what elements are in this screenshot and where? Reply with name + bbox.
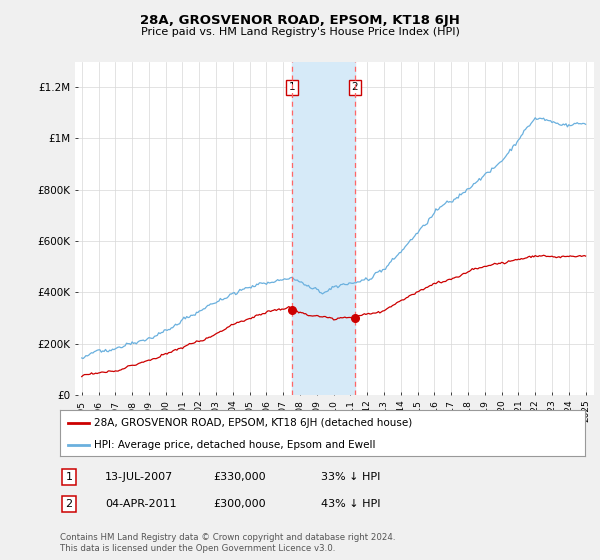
- Text: 1: 1: [65, 472, 73, 482]
- Text: HPI: Average price, detached house, Epsom and Ewell: HPI: Average price, detached house, Epso…: [94, 440, 376, 450]
- Text: £300,000: £300,000: [213, 499, 266, 509]
- Text: 2: 2: [352, 82, 358, 92]
- Text: Price paid vs. HM Land Registry's House Price Index (HPI): Price paid vs. HM Land Registry's House …: [140, 27, 460, 37]
- Text: 2: 2: [65, 499, 73, 509]
- Text: 04-APR-2011: 04-APR-2011: [105, 499, 176, 509]
- Text: 13-JUL-2007: 13-JUL-2007: [105, 472, 173, 482]
- Text: 1: 1: [289, 82, 296, 92]
- Text: 28A, GROSVENOR ROAD, EPSOM, KT18 6JH (detached house): 28A, GROSVENOR ROAD, EPSOM, KT18 6JH (de…: [94, 418, 412, 428]
- Text: £330,000: £330,000: [213, 472, 266, 482]
- Text: 43% ↓ HPI: 43% ↓ HPI: [321, 499, 380, 509]
- Text: 33% ↓ HPI: 33% ↓ HPI: [321, 472, 380, 482]
- Bar: [292, 62, 355, 395]
- Text: 28A, GROSVENOR ROAD, EPSOM, KT18 6JH: 28A, GROSVENOR ROAD, EPSOM, KT18 6JH: [140, 14, 460, 27]
- Text: Contains HM Land Registry data © Crown copyright and database right 2024.
This d: Contains HM Land Registry data © Crown c…: [60, 533, 395, 553]
